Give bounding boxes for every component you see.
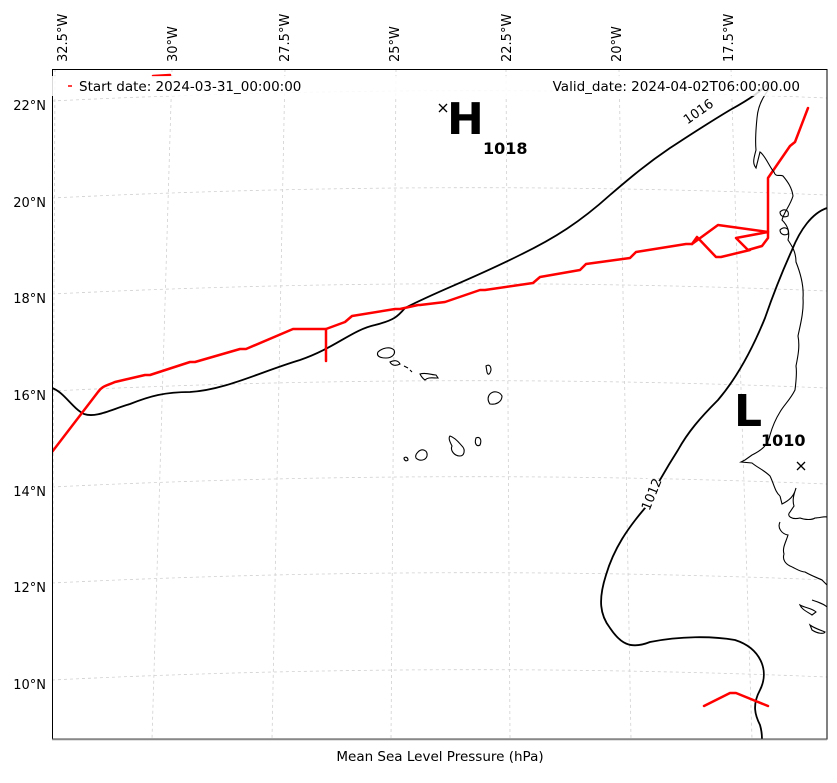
lon-label-17-5w: 17.5°W	[722, 14, 737, 62]
start-date-label: Start date: 2024-03-31_00:00:00	[79, 79, 301, 95]
lon-label-25w: 25°W	[388, 26, 403, 62]
lat-label-18n: 18°N	[13, 292, 46, 307]
lat-label-14n: 14°N	[13, 485, 46, 500]
graticule	[52, 69, 827, 739]
island-sao-vicente	[389, 360, 401, 366]
map-caption: Mean Sea Level Pressure (hPa)	[336, 749, 543, 765]
low-value: 1010	[761, 431, 806, 450]
lat-label-12n: 12°N	[13, 581, 46, 596]
high-center-marker	[438, 103, 448, 113]
island-santa-luzia	[403, 365, 413, 373]
lat-label-22n: 22°N	[13, 99, 46, 114]
island-maio	[474, 436, 482, 447]
lat-label-20n: 20°N	[13, 196, 46, 211]
lon-label-22-5w: 22.5°W	[500, 14, 515, 62]
coastlines	[376, 87, 827, 634]
africa-coast-north	[739, 87, 804, 497]
high-pressure-center: H 1018	[438, 94, 528, 158]
isobar-1016	[52, 81, 771, 416]
low-center-marker	[796, 461, 806, 471]
legend: Start date: 2024-03-31_00:00:00	[68, 79, 301, 95]
island-canary	[779, 209, 789, 236]
high-value: 1018	[483, 139, 528, 158]
storm-track	[52, 73, 810, 708]
lon-label-20w: 20°W	[610, 26, 625, 62]
longitude-labels: 32.5°W 30°W 27.5°W 25°W 22.5°W 20°W 17.5…	[56, 14, 737, 62]
africa-coast-south	[778, 487, 827, 634]
valid-date-label: Valid_date: 2024-04-02T06:00:00.00	[553, 79, 800, 95]
lon-label-30w: 30°W	[166, 26, 181, 62]
island-fogo	[415, 449, 428, 461]
lon-label-27-5w: 27.5°W	[278, 14, 293, 62]
high-letter: H	[447, 94, 484, 145]
island-santo-antao	[376, 347, 396, 359]
low-pressure-center: L 1010	[734, 386, 806, 471]
lat-label-10n: 10°N	[13, 678, 46, 693]
island-brava	[403, 456, 409, 462]
latitude-labels: 22°N 20°N 18°N 16°N 14°N 12°N 10°N	[13, 99, 46, 693]
isobar-1012	[600, 207, 827, 739]
island-sao-nicolau	[419, 372, 440, 381]
lon-label-32-5w: 32.5°W	[56, 14, 71, 62]
low-letter: L	[734, 386, 762, 437]
island-santiago	[448, 435, 465, 457]
island-boa-vista	[487, 391, 503, 405]
lat-label-16n: 16°N	[13, 389, 46, 404]
island-sal	[485, 364, 492, 375]
map-frame	[52, 69, 828, 740]
